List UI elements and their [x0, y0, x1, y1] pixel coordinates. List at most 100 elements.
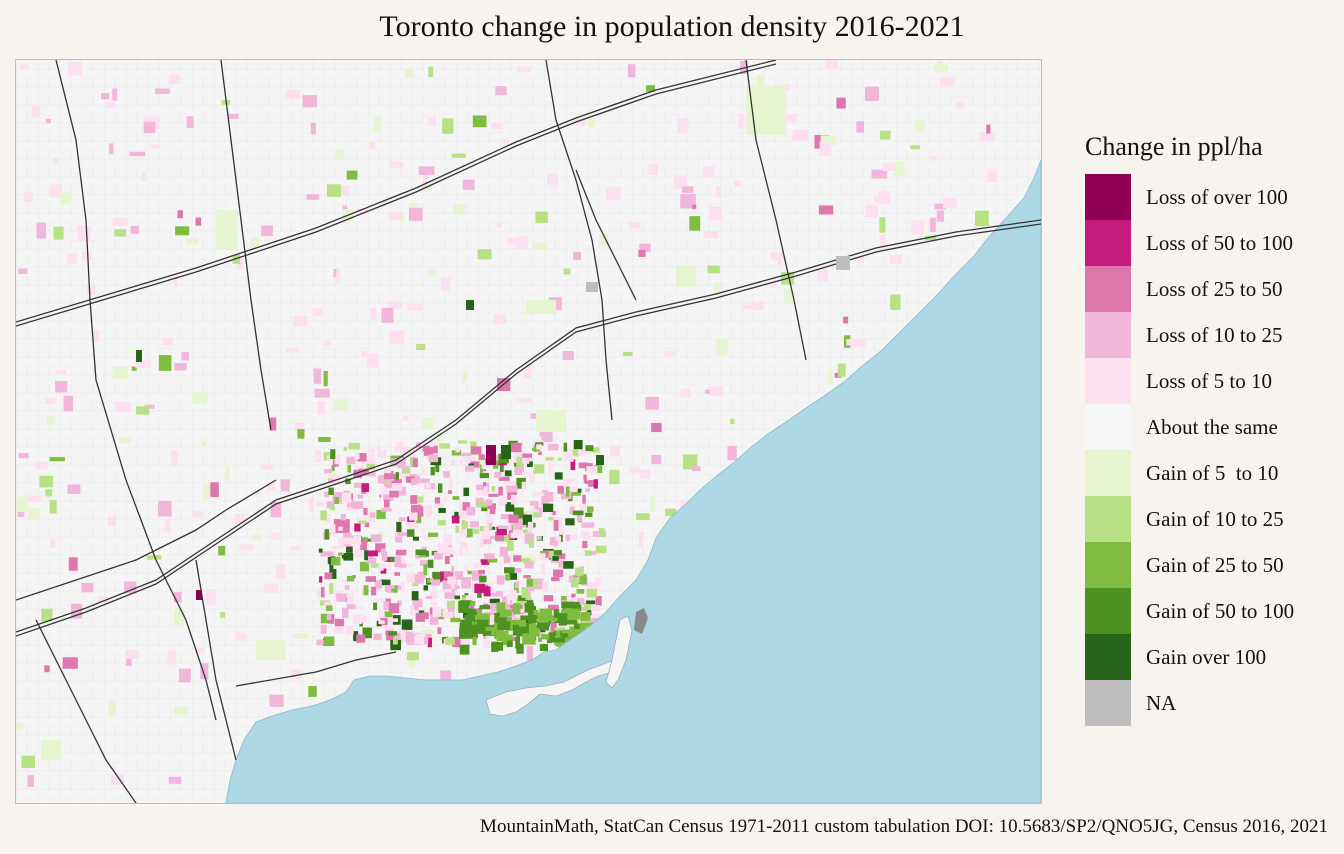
- tract-patch: [487, 503, 497, 510]
- tract-patch: [41, 608, 53, 622]
- tract-patch: [502, 596, 509, 605]
- tract-patch: [267, 482, 276, 491]
- map-canvas[interactable]: [16, 60, 1041, 803]
- tract-patch: [470, 615, 481, 627]
- legend-item: Loss of 25 to 50: [1085, 266, 1340, 312]
- tract-patch: [373, 633, 382, 641]
- tract-patch: [543, 595, 554, 602]
- tract-patch: [570, 534, 577, 540]
- tract-patch: [16, 722, 24, 730]
- tract-patch: [297, 429, 305, 439]
- tract-patch: [397, 532, 407, 537]
- tract-patch: [494, 531, 504, 541]
- tract-patch: [294, 422, 305, 431]
- legend-item: Loss of 5 to 10: [1085, 358, 1340, 404]
- tract-patch: [573, 251, 581, 261]
- tract-patch: [406, 652, 419, 661]
- tract-patch: [353, 548, 362, 557]
- tract-patch: [411, 591, 419, 601]
- tract-patch: [533, 440, 545, 444]
- tract-patch: [216, 210, 238, 250]
- tract-patch: [513, 555, 522, 562]
- tract-patch: [286, 89, 300, 99]
- tract-patch: [494, 471, 502, 478]
- tract-patch: [388, 631, 398, 636]
- tract-patch: [461, 577, 472, 586]
- tract-patch: [430, 445, 438, 454]
- tract-patch: [524, 363, 532, 379]
- tract-patch: [572, 510, 584, 516]
- tract-patch: [595, 595, 602, 606]
- tract-patch: [574, 623, 580, 629]
- tract-patch: [326, 614, 332, 621]
- tract-patch: [383, 494, 394, 501]
- tract-patch: [882, 163, 896, 171]
- tract-patch: [942, 197, 957, 209]
- tract-patch: [377, 475, 382, 484]
- tract-patch: [353, 551, 369, 558]
- tract-patch: [526, 461, 533, 468]
- tract-patch: [124, 581, 137, 594]
- tract-patch: [506, 640, 513, 648]
- tract-patch: [627, 64, 636, 78]
- tract-patch: [575, 567, 584, 576]
- tract-patch: [512, 624, 527, 636]
- tract-patch: [82, 251, 92, 261]
- tract-patch: [474, 583, 485, 594]
- tract-patch: [784, 289, 793, 305]
- tract-patch: [364, 550, 369, 561]
- tract-patch: [551, 577, 560, 582]
- tract-patch: [498, 495, 508, 505]
- tract-patch: [473, 562, 482, 569]
- tract-patch: [680, 388, 691, 398]
- tract-patch: [980, 132, 994, 142]
- tract-patch: [405, 631, 413, 643]
- tract-patch: [341, 607, 349, 619]
- tract-patch: [87, 284, 96, 295]
- tract-patch: [332, 545, 340, 550]
- tract-patch: [649, 496, 655, 512]
- tract-patch: [18, 268, 28, 275]
- tract-patch: [423, 564, 427, 576]
- tract-patch: [383, 468, 392, 474]
- tract-patch: [481, 463, 487, 470]
- tract-patch: [504, 567, 515, 574]
- tract-patch: [587, 447, 600, 453]
- tract-patch: [455, 447, 460, 453]
- tract-patch: [67, 484, 81, 494]
- tract-patch: [135, 359, 152, 368]
- tract-patch: [526, 300, 556, 314]
- tract-patch: [28, 507, 40, 520]
- tract-patch: [329, 583, 334, 595]
- tract-patch: [383, 499, 390, 508]
- tract-patch: [557, 485, 565, 494]
- tract-patch: [158, 500, 172, 517]
- tract-patch: [640, 469, 651, 479]
- tract-patch: [792, 129, 808, 142]
- tract-patch: [63, 395, 73, 412]
- tract-patch: [500, 609, 512, 617]
- tract-patch: [986, 124, 991, 134]
- tract-patch: [378, 610, 389, 618]
- map-legend: Change in ppl/ha Loss of over 100 Loss of…: [1085, 130, 1340, 726]
- tract-patch: [495, 591, 503, 597]
- tract-patch: [280, 479, 290, 492]
- tract-patch: [412, 574, 424, 584]
- tract-patch: [427, 269, 437, 275]
- tract-patch: [479, 472, 489, 479]
- tract-patch: [417, 482, 421, 487]
- tract-patch: [680, 193, 696, 209]
- legend-item: Gain of 5 to 10: [1085, 450, 1340, 496]
- tract-patch: [539, 553, 549, 561]
- tract-patch: [515, 636, 521, 649]
- tract-patch: [384, 470, 394, 480]
- tract-patch: [489, 508, 496, 515]
- tract-patch: [186, 238, 199, 245]
- tract-patch: [453, 203, 465, 215]
- tract-patch: [593, 479, 598, 489]
- choropleth-map[interactable]: [15, 59, 1042, 804]
- tract-patch: [362, 627, 372, 639]
- tract-patch: [547, 173, 559, 185]
- tract-patch: [356, 208, 369, 214]
- tract-patch: [825, 60, 839, 70]
